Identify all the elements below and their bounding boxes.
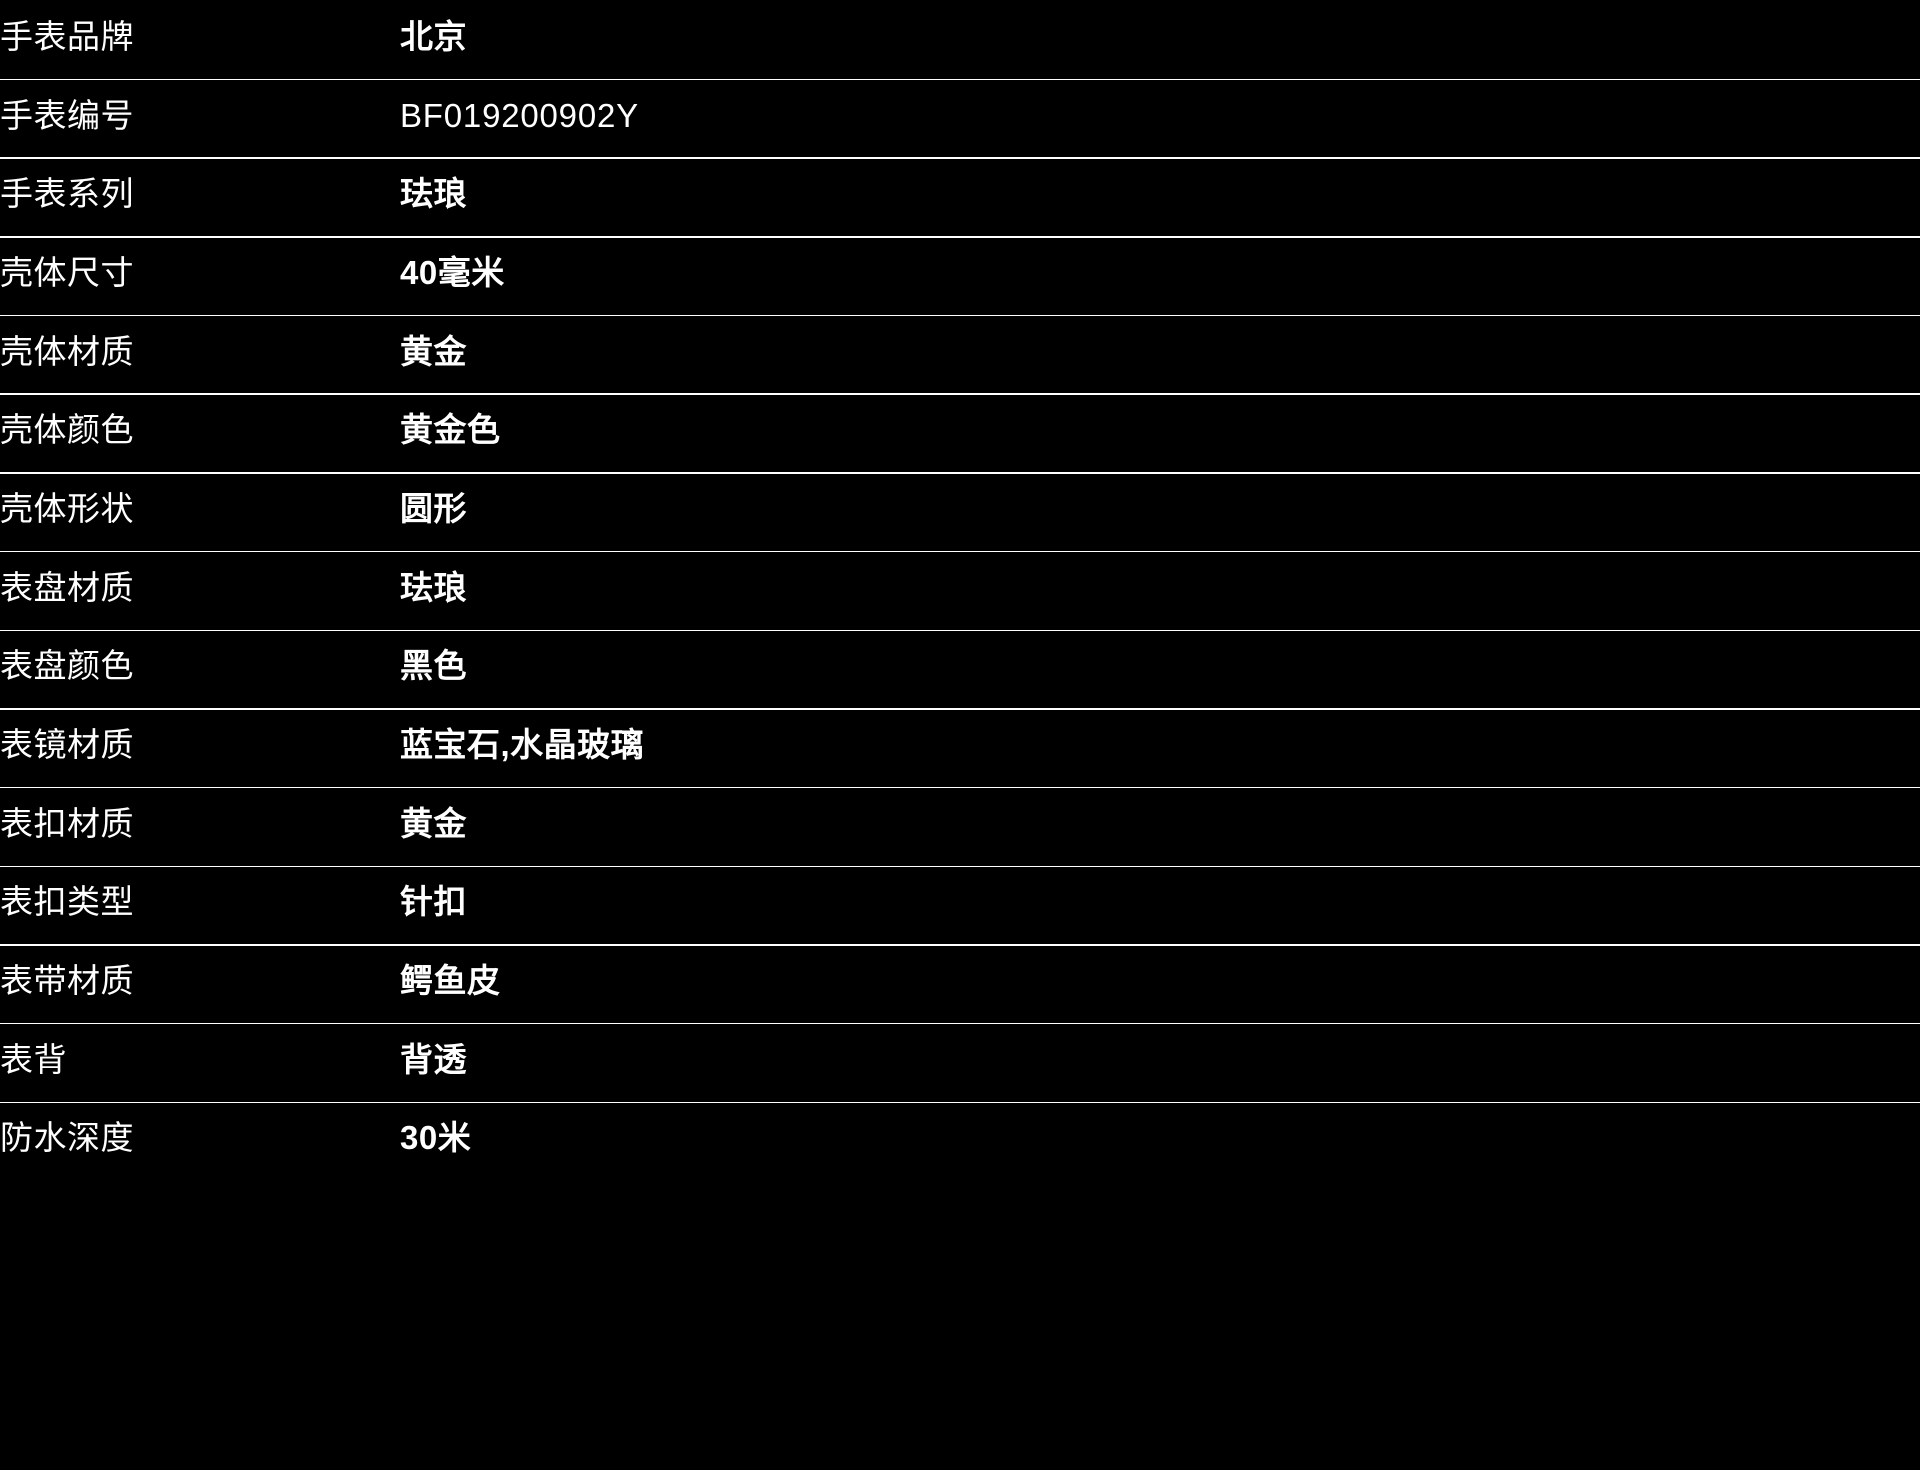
spec-label: 壳体尺寸 [0, 253, 134, 291]
spec-value: 30米 [400, 1119, 472, 1157]
spec-value: 黄金色 [400, 411, 501, 449]
spec-label: 壳体形状 [0, 489, 134, 527]
spec-label: 表扣类型 [0, 883, 134, 921]
spec-value: 背透 [400, 1040, 467, 1078]
spec-row: 壳体形状 圆形 [0, 472, 1920, 551]
spec-value: 黄金 [400, 332, 467, 370]
spec-value: 珐琅 [400, 175, 467, 213]
spec-label: 表镜材质 [0, 726, 134, 764]
spec-value: 珐琅 [400, 568, 467, 606]
spec-value: 黑色 [400, 647, 467, 685]
spec-value: 针扣 [400, 883, 467, 921]
spec-row: 表盘材质 珐琅 [0, 550, 1920, 630]
spec-row: 表扣类型 针扣 [0, 865, 1920, 945]
spec-row: 壳体材质 黄金 [0, 314, 1920, 394]
spec-label: 表带材质 [0, 962, 134, 1000]
spec-label: 壳体材质 [0, 332, 134, 370]
spec-label: 表扣材质 [0, 804, 134, 842]
spec-label: 防水深度 [0, 1119, 134, 1157]
spec-row: 手表系列 珐琅 [0, 157, 1920, 236]
spec-row: 防水深度 30米 [0, 1101, 1920, 1181]
spec-row: 表带材质 鳄鱼皮 [0, 944, 1920, 1023]
spec-label: 壳体颜色 [0, 411, 134, 449]
spec-label: 表盘颜色 [0, 647, 134, 685]
spec-row: 壳体尺寸 40毫米 [0, 236, 1920, 315]
spec-row: 壳体颜色 黄金色 [0, 393, 1920, 472]
spec-row: 表盘颜色 黑色 [0, 629, 1920, 709]
spec-label: 手表编号 [0, 96, 134, 134]
spec-row: 手表品牌 北京 [0, 0, 1920, 79]
spec-row: 表镜材质 蓝宝石,水晶玻璃 [0, 708, 1920, 787]
spec-row: 表背 背透 [0, 1022, 1920, 1102]
spec-label: 手表品牌 [0, 17, 134, 55]
spec-label: 表盘材质 [0, 568, 134, 606]
spec-value: BF019200902Y [400, 96, 639, 134]
spec-value: 圆形 [400, 489, 467, 527]
specification-table: 手表品牌 北京 手表编号 BF019200902Y 手表系列 珐琅 壳体尺寸 40毫米 壳体材质… [0, 0, 1920, 1181]
spec-value: 40毫米 [400, 253, 505, 291]
spec-row: 表扣材质 黄金 [0, 786, 1920, 866]
spec-value: 北京 [400, 17, 467, 55]
spec-value: 蓝宝石,水晶玻璃 [400, 726, 645, 764]
spec-value: 黄金 [400, 804, 467, 842]
spec-label: 表背 [0, 1040, 67, 1078]
spec-row: 手表编号 BF019200902Y [0, 78, 1920, 158]
spec-label: 手表系列 [0, 175, 134, 213]
spec-value: 鳄鱼皮 [400, 962, 501, 1000]
